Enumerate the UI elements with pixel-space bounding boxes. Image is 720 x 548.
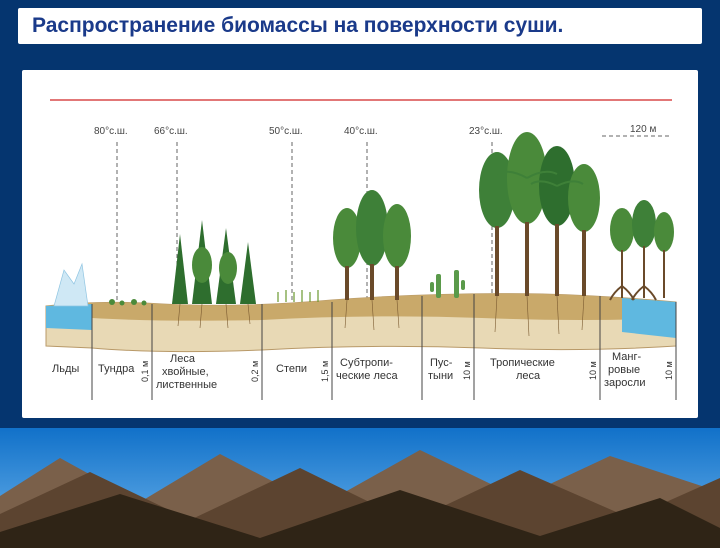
svg-text:тыни: тыни — [428, 370, 453, 382]
title-bar: Распространение биомассы на поверхности … — [18, 8, 702, 44]
svg-text:40°с.ш.: 40°с.ш. — [344, 126, 378, 137]
svg-text:23°с.ш.: 23°с.ш. — [469, 126, 503, 137]
svg-text:ческие леса: ческие леса — [336, 370, 399, 382]
svg-text:50°с.ш.: 50°с.ш. — [269, 126, 303, 137]
svg-text:хвойные,: хвойные, — [162, 366, 209, 378]
biomass-chart: 120 м 80°с.ш. 66°с.ш. 50°с.ш. 40°с.ш. 23… — [22, 70, 698, 418]
svg-text:Манг-: Манг- — [612, 351, 641, 363]
svg-text:Тропические: Тропические — [490, 357, 555, 369]
iceberg-icon — [54, 264, 88, 306]
svg-text:Субтропи-: Субтропи- — [340, 357, 393, 369]
svg-text:10 м: 10 м — [462, 361, 472, 380]
svg-text:Тундра: Тундра — [98, 363, 135, 375]
chart-svg: 120 м 80°с.ш. 66°с.ш. 50°с.ш. 40°с.ш. 23… — [22, 70, 698, 418]
page-title: Распространение биомассы на поверхности … — [32, 14, 688, 38]
svg-text:заросли: заросли — [604, 377, 645, 389]
svg-text:лиственные: лиственные — [156, 379, 217, 391]
mountain-footer — [0, 428, 720, 548]
svg-text:10 м: 10 м — [664, 361, 674, 380]
svg-text:0,1 м: 0,1 м — [140, 361, 150, 382]
svg-text:1,5 м: 1,5 м — [320, 361, 330, 382]
ocean-water — [622, 298, 676, 338]
arctic-water — [46, 304, 92, 330]
svg-text:Степи: Степи — [276, 363, 307, 375]
svg-text:0,2 м: 0,2 м — [250, 361, 260, 382]
height-labels: 0,1 м 0,2 м 1,5 м 10 м 10 м 10 м — [140, 361, 674, 382]
ground-section — [46, 294, 676, 352]
svg-text:Льды: Льды — [52, 363, 79, 375]
svg-text:ровые: ровые — [608, 364, 640, 376]
svg-text:Леса: Леса — [170, 353, 196, 365]
max-height-label: 120 м — [630, 124, 656, 135]
svg-text:10 м: 10 м — [588, 361, 598, 380]
svg-text:80°с.ш.: 80°с.ш. — [94, 126, 128, 137]
svg-text:леса: леса — [516, 370, 541, 382]
steppe-grass — [278, 290, 318, 302]
svg-text:66°с.ш.: 66°с.ш. — [154, 126, 188, 137]
latitude-group: 80°с.ш. 66°с.ш. 50°с.ш. 40°с.ш. 23°с.ш. — [94, 126, 503, 302]
mangrove-vegetation — [610, 200, 674, 300]
svg-text:Пус-: Пус- — [430, 357, 453, 369]
